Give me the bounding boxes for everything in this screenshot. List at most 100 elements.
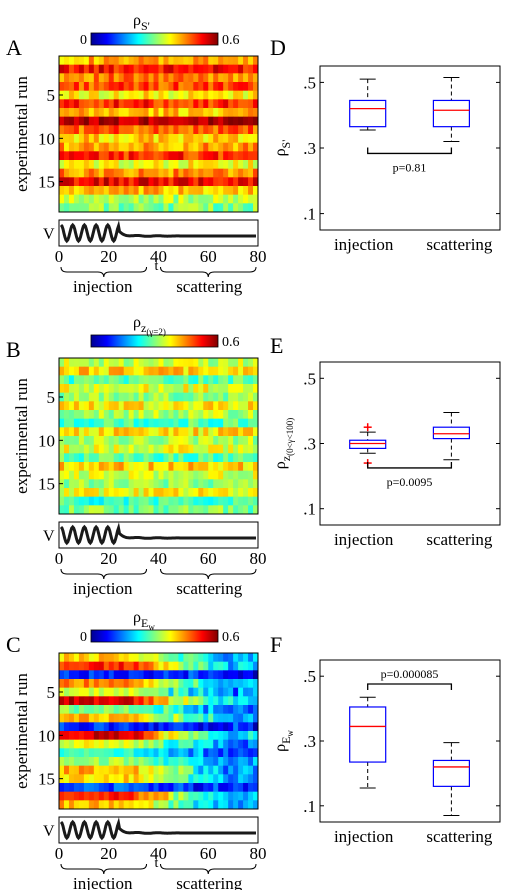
heatmap-cell (233, 108, 239, 118)
heatmap-cell (113, 177, 120, 187)
iqr-box (432, 99, 470, 128)
heatmap-cell (123, 203, 130, 213)
heatmap-cell (158, 479, 164, 489)
heatmap-cell (218, 151, 224, 161)
heatmap-cell (208, 160, 214, 170)
heatmap-cell (168, 705, 174, 715)
heatmap-cell (108, 160, 115, 170)
heatmap-cell (158, 186, 164, 196)
heatmap-cell (83, 696, 90, 706)
heatmap-cell (113, 418, 120, 428)
heatmap-cell (248, 384, 254, 394)
heatmap-cell (223, 696, 229, 706)
heatmap-cell (63, 151, 70, 161)
heatmap-cell (183, 142, 189, 152)
heatmap-cell (238, 705, 244, 715)
heatmap-cell (208, 757, 214, 767)
heatmap-cell (133, 757, 140, 767)
heatmap-cell (59, 358, 65, 368)
heatmap-cell (188, 791, 194, 801)
heatmap-cell (63, 134, 70, 144)
heatmap-cell (88, 505, 95, 515)
heatmap-cell (108, 108, 115, 118)
heatmap-cell (118, 142, 125, 152)
heatmap-cell (163, 679, 169, 689)
heatmap-cell (103, 125, 110, 135)
heatmap-cell (128, 696, 135, 706)
heatmap-cell (233, 366, 239, 376)
heatmap-cell (63, 444, 70, 454)
box-ylabel-group: ρS' (272, 140, 293, 157)
heatmap-cell (63, 203, 70, 213)
heatmap-cell (133, 366, 140, 376)
heatmap-cell (103, 410, 110, 420)
heatmap-cell (188, 505, 194, 515)
heatmap-cell (188, 436, 194, 446)
heatmap-cell (168, 731, 174, 741)
heatmap-cell (83, 705, 90, 715)
heatmap-cell (228, 748, 234, 758)
heatmap-cell (228, 366, 234, 376)
heatmap-cell (123, 488, 130, 498)
heatmap-cell (208, 125, 214, 135)
heatmap-cell (93, 410, 100, 420)
heatmap-cell (168, 401, 174, 411)
heatmap-cell (93, 427, 100, 437)
injection-brace (60, 863, 148, 875)
heatmap-cell (73, 722, 80, 732)
heatmap-cell (138, 496, 144, 506)
heatmap-cell (133, 705, 140, 715)
heatmap-cell (243, 125, 249, 135)
heatmap-cell (183, 427, 189, 437)
heatmap-cell (238, 679, 244, 689)
heatmap-cell (238, 713, 244, 723)
heatmap-cell (163, 116, 169, 126)
heatmap-cell (103, 151, 110, 161)
heatmap-cell (198, 427, 204, 437)
heatmap-cell (113, 358, 120, 368)
heatmap-frame (58, 652, 259, 810)
heatmap-cell (138, 203, 144, 213)
heatmap-cell (68, 56, 75, 66)
heatmap-cell (153, 358, 159, 368)
heatmap-cell (63, 90, 70, 100)
heatmap-cell (178, 505, 184, 515)
heatmap-cell (78, 679, 85, 689)
y-tick-label: .1 (303, 500, 316, 519)
heatmap-cell (238, 757, 244, 767)
heatmap-cell (193, 73, 199, 83)
heatmap-cell (113, 134, 120, 144)
heatmap-cell (193, 186, 199, 196)
heatmap-cell (228, 401, 234, 411)
heatmap-cell (213, 479, 219, 489)
heatmap-cell (93, 56, 100, 66)
heatmap-cell (233, 168, 239, 178)
heatmap-cell (168, 687, 174, 697)
heatmap-cell (73, 696, 80, 706)
heatmap-cell (218, 774, 224, 784)
heatmap-cell (98, 765, 105, 775)
heatmap-cell (103, 488, 110, 498)
heatmap-cell (223, 713, 229, 723)
heatmap-cell (143, 774, 149, 784)
heatmap-cell (183, 99, 189, 109)
heatmap-cell (73, 444, 80, 454)
heatmap-cell (83, 739, 90, 749)
heatmap-cell (153, 713, 159, 723)
heatmap-cell (168, 653, 174, 663)
heatmap-cell (183, 134, 189, 144)
heatmap-cell (243, 134, 249, 144)
heatmap-cell (208, 661, 214, 671)
heatmap-cell (78, 151, 85, 161)
heatmap-cell (203, 696, 209, 706)
heatmap-cell (158, 748, 164, 758)
heatmap-cell (253, 722, 259, 732)
heatmap-cell (68, 687, 75, 697)
heatmap-cell (233, 444, 239, 454)
heatmap-cell (63, 713, 70, 723)
heatmap-cell (253, 384, 259, 394)
heatmap-cell (108, 687, 115, 697)
heatmap-cell (198, 757, 204, 767)
heatmap-cell (148, 410, 154, 420)
heatmap-cell (143, 168, 149, 178)
